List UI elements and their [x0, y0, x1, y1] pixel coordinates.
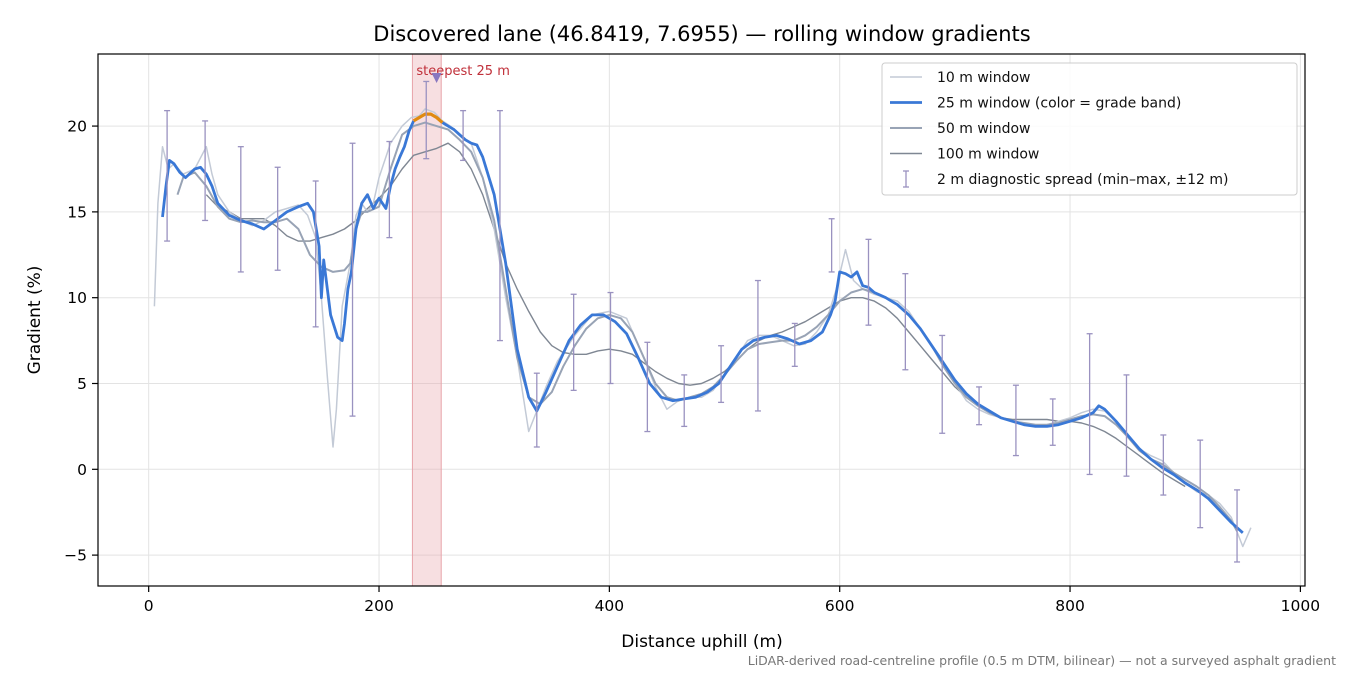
y-tick-label: −5 — [64, 547, 87, 565]
errorbar — [202, 120, 209, 222]
footnote: LiDAR-derived road-centreline profile (0… — [748, 653, 1336, 668]
errorbar — [1197, 439, 1204, 529]
errorbar — [865, 238, 872, 326]
errorbar — [423, 80, 430, 160]
errorbar — [164, 109, 171, 242]
errorbar — [644, 341, 651, 433]
legend-label: 50 m window — [937, 121, 1030, 137]
errorbar — [570, 293, 577, 392]
errorbar — [791, 322, 798, 367]
errorbar — [237, 146, 244, 273]
errorbar — [1049, 398, 1056, 446]
errorbar — [607, 291, 614, 385]
errorbar — [681, 374, 688, 428]
errorbar — [386, 140, 393, 239]
legend-label: 2 m diagnostic spread (min–max, ±12 m) — [937, 172, 1228, 188]
errorbar — [349, 142, 356, 417]
errorbar — [1234, 489, 1241, 563]
legend-entry: 100 m window — [890, 147, 1039, 163]
x-tick-label: 400 — [595, 597, 625, 615]
legend-entry: 10 m window — [890, 70, 1030, 86]
legend-label: 100 m window — [937, 147, 1039, 163]
errorbar — [312, 180, 319, 328]
steepest-marker — [431, 73, 442, 84]
y-tick-label: 10 — [67, 289, 87, 307]
legend-label: 10 m window — [937, 70, 1030, 86]
legend-entry: 25 m window (color = grade band) — [890, 96, 1181, 112]
errorbar — [1086, 333, 1093, 476]
legend-entry: 2 m diagnostic spread (min–max, ±12 m) — [903, 170, 1228, 188]
series-line-25m — [161, 120, 415, 342]
x-tick-label: 800 — [1055, 597, 1085, 615]
errorbar — [1160, 434, 1167, 496]
y-tick-label: 15 — [67, 203, 87, 221]
legend-box — [881, 62, 1298, 196]
steepest-band-label: steepest 25 m — [416, 64, 509, 79]
x-axis-label: Distance uphill (m) — [621, 632, 782, 652]
errorbar — [828, 218, 835, 273]
y-tick-label: 5 — [77, 375, 87, 393]
errorbar — [533, 372, 540, 448]
legend-entry: 50 m window — [890, 121, 1030, 137]
errorbar — [496, 109, 503, 342]
x-tick-label: 1000 — [1281, 597, 1320, 615]
errorbar — [754, 279, 761, 412]
axis-ticks: 0 200 400 600 800 1000 −5 0 5 10 15 20 — [64, 118, 1320, 615]
legend: 10 m window 25 m window (color = grade ba… — [881, 62, 1298, 196]
series-layer — [153, 108, 1252, 548]
errorbar — [1012, 384, 1019, 457]
errorbar — [274, 166, 281, 271]
errorbar — [460, 109, 467, 162]
plot-frame — [97, 53, 1306, 587]
series-line-50m — [176, 121, 1238, 532]
x-tick-label: 200 — [364, 597, 394, 615]
y-tick-label: 0 — [77, 461, 87, 479]
series-line-100m — [205, 142, 1186, 488]
series-line-25m-steep — [412, 112, 444, 124]
errorbar — [939, 334, 946, 434]
marker-layer — [431, 73, 442, 84]
legend-label: 25 m window (color = grade band) — [937, 96, 1181, 112]
highlight-band-layer: steepest 25 m — [411, 53, 510, 587]
chart-title: Discovered lane (46.8419, 7.6955) — roll… — [373, 22, 1030, 46]
x-tick-label: 0 — [144, 597, 154, 615]
errorbar — [1123, 374, 1130, 477]
errorbar-layer — [164, 80, 1241, 563]
errorbar — [976, 386, 983, 426]
errorbar — [718, 345, 725, 404]
x-tick-label: 600 — [825, 597, 855, 615]
y-tick-label: 20 — [67, 118, 87, 136]
y-axis-label: Gradient (%) — [25, 266, 45, 375]
errorbar — [902, 273, 909, 371]
series-line-25m-cont — [441, 121, 1244, 534]
